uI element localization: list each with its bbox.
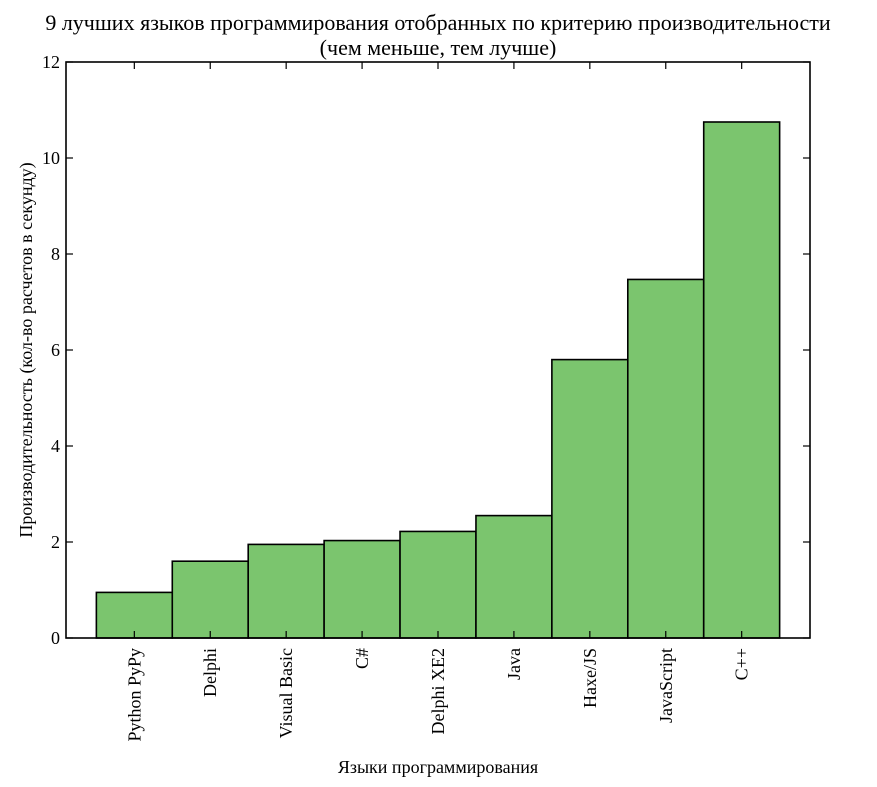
x-tick-label-c-: C# bbox=[352, 648, 372, 669]
x-tick-label-delphi: Delphi bbox=[200, 648, 220, 697]
y-tick-label-12: 12 bbox=[42, 52, 60, 72]
bar-javascript bbox=[626, 278, 705, 639]
bar-haxe-js bbox=[551, 358, 629, 639]
x-tick-label-haxe-js: Haxe/JS bbox=[580, 648, 600, 708]
y-tick-label-4: 4 bbox=[51, 436, 60, 456]
x-tick-label-java: Java bbox=[504, 648, 524, 680]
y-axis-label: Производительность (кол-во расчетов в се… bbox=[16, 162, 37, 537]
x-tick-label-visual-basic: Visual Basic bbox=[276, 648, 296, 738]
chart-title-line-2: (чем меньше, тем лучше) bbox=[320, 35, 557, 60]
chart-title-line-1: 9 лучших языков программирования отобран… bbox=[45, 10, 831, 35]
bar-python-pypy bbox=[95, 591, 174, 639]
x-tick-label-delphi-xe2: Delphi XE2 bbox=[428, 648, 448, 734]
bar-visual-basic bbox=[247, 543, 325, 639]
y-axis-ticks: 0 2 4 6 8 10 12 bbox=[42, 52, 810, 648]
y-tick-label-8: 8 bbox=[51, 244, 60, 264]
x-axis-ticks: Python PyPy Delphi Visual Basic C# Delphi XE… bbox=[124, 62, 752, 742]
y-tick-label-0: 0 bbox=[51, 628, 60, 648]
x-tick-label-javascript: JavaScript bbox=[656, 648, 676, 723]
x-tick-label-c-: C++ bbox=[732, 648, 752, 680]
x-axis-label: Языки программирования bbox=[338, 757, 538, 777]
x-tick-label-python-pypy: Python PyPy bbox=[124, 648, 144, 742]
bar-delphi bbox=[171, 560, 250, 639]
bar-c- bbox=[702, 121, 781, 639]
y-tick-label-6: 6 bbox=[51, 340, 60, 360]
bar-java bbox=[475, 514, 553, 639]
y-tick-label-10: 10 bbox=[42, 148, 60, 168]
y-tick-label-2: 2 bbox=[51, 532, 60, 552]
bars-group bbox=[95, 121, 781, 639]
bar-c- bbox=[323, 539, 401, 639]
bar-delphi-xe2 bbox=[399, 530, 477, 639]
